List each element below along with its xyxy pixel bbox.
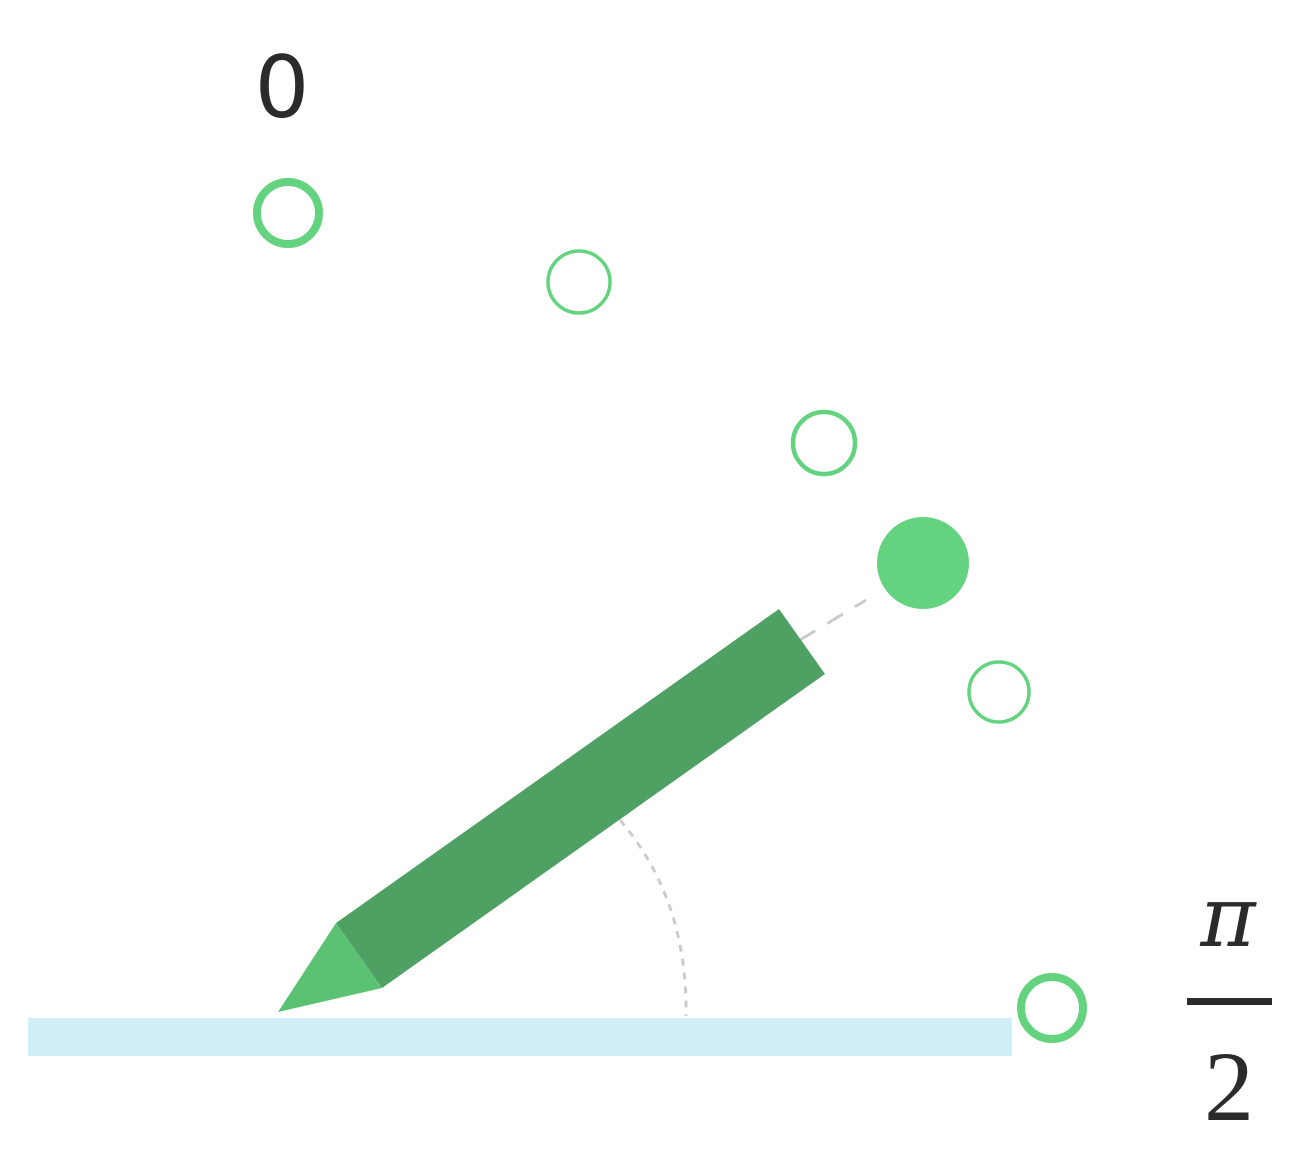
angle-option-4[interactable] — [967, 660, 1031, 724]
angle-arc-guide — [618, 819, 688, 1017]
label-pi-over-2: π 2 — [1187, 868, 1272, 1142]
angle-option-2[interactable] — [790, 409, 858, 477]
angle-option-1[interactable] — [546, 249, 612, 315]
label-two: 2 — [1204, 1031, 1254, 1142]
pencil[interactable] — [278, 609, 825, 1012]
label-pi: π — [1199, 868, 1257, 966]
pencil-body[interactable] — [336, 609, 825, 988]
label-zero: 0 — [255, 38, 310, 138]
pencil-extension-guide — [799, 598, 867, 642]
angle-option-selected[interactable] — [877, 517, 969, 609]
fraction-bar — [1187, 998, 1272, 1005]
pencil-tip — [278, 923, 382, 1012]
angle-option-0[interactable] — [253, 178, 323, 248]
drawing-surface — [28, 1018, 1012, 1056]
angle-option-pi-over-2[interactable] — [1017, 973, 1087, 1043]
